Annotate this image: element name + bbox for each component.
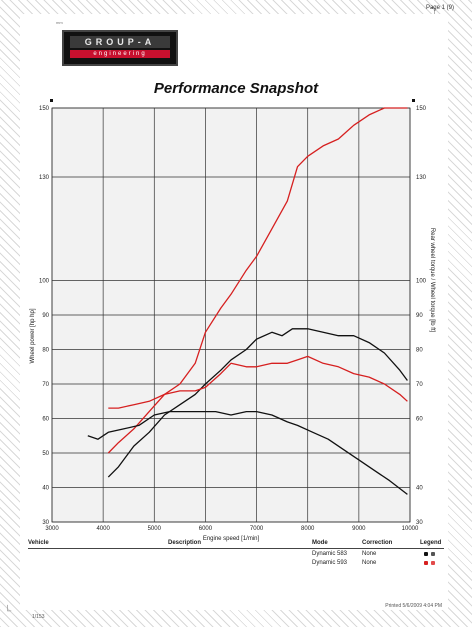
legend-swatch bbox=[424, 561, 428, 565]
y-tick-labels: 30 40 50 60 70 80 90 100 130 150 bbox=[39, 106, 50, 526]
table-divider bbox=[28, 548, 444, 549]
series-line-3 bbox=[108, 355, 408, 409]
series-line-4 bbox=[87, 410, 408, 495]
row-correction: None bbox=[362, 560, 377, 566]
chart-title: Performance Snapshot bbox=[153, 80, 319, 97]
legend-swatch bbox=[431, 561, 435, 565]
x-tick-label: 10000 bbox=[402, 526, 419, 532]
y-tick-label-right: 80 bbox=[416, 348, 423, 354]
printed-timestamp: Printed 5/6/2009 4:04 PM bbox=[385, 603, 442, 609]
y-tick-label-right: 150 bbox=[416, 106, 427, 112]
series-line-2 bbox=[107, 328, 408, 478]
header-vehicle: Vehicle bbox=[28, 540, 49, 546]
logo-wordmark: GROUP-A bbox=[70, 36, 170, 48]
data-series bbox=[87, 107, 408, 495]
footer-code: 1/153 bbox=[32, 614, 45, 620]
corner-bracket-icon: └ bbox=[4, 606, 12, 617]
header-mode: Mode bbox=[312, 540, 328, 546]
y-tick-label: 100 bbox=[39, 279, 50, 285]
y-tick-label-right: 90 bbox=[416, 313, 423, 319]
x-tick-label: 8000 bbox=[301, 526, 315, 532]
y-tick-label: 70 bbox=[42, 382, 49, 388]
x-tick-labels: 3000 4000 5000 6000 7000 8000 9000 10000 bbox=[45, 526, 419, 532]
top-right-marker bbox=[412, 99, 415, 102]
top-left-marker bbox=[50, 99, 53, 102]
logo-subtitle: engineering bbox=[70, 50, 170, 58]
x-tick-label: 3000 bbox=[45, 526, 59, 532]
y-tick-label-right: 30 bbox=[416, 520, 423, 526]
legend-swatch bbox=[431, 552, 435, 556]
y-tick-label-right: 100 bbox=[416, 279, 427, 285]
row-mode: Dynamic 593 bbox=[312, 560, 348, 566]
y-tick-label-right: 60 bbox=[416, 417, 423, 423]
y-tick-label: 150 bbox=[39, 106, 50, 112]
header-description: Description bbox=[168, 540, 202, 546]
x-tick-label: 5000 bbox=[148, 526, 162, 532]
x-tick-label: 6000 bbox=[199, 526, 213, 532]
header-correction: Correction bbox=[362, 540, 393, 546]
y-tick-label: 40 bbox=[42, 486, 49, 492]
y-tick-labels-right: 30 40 60 70 80 90 100 130 150 bbox=[416, 106, 427, 526]
y-tick-label-right: 130 bbox=[416, 175, 427, 181]
x-tick-label: 7000 bbox=[250, 526, 264, 532]
y-tick-label-right: 70 bbox=[416, 382, 423, 388]
y-tick-label: 90 bbox=[42, 313, 49, 319]
y-axis-label: Wheel power [hp hp] bbox=[30, 308, 36, 363]
y-tick-label: 130 bbox=[39, 175, 50, 181]
x-axis-label: Engine speed [1/min] bbox=[203, 536, 260, 542]
series-line-1 bbox=[107, 107, 408, 454]
legend-swatch bbox=[424, 552, 428, 556]
header-legend: Legend bbox=[420, 540, 442, 546]
x-tick-label: 4000 bbox=[96, 526, 110, 532]
y-tick-label: 50 bbox=[42, 451, 49, 457]
row-mode: Dynamic 583 bbox=[312, 551, 348, 557]
y-tick-label: 30 bbox=[42, 520, 49, 526]
row-correction: None bbox=[362, 551, 377, 557]
y-tick-label: 60 bbox=[42, 417, 49, 423]
corner-bracket-icon: ┐ bbox=[430, 3, 438, 14]
brand-note: mm bbox=[56, 20, 63, 25]
y-tick-label: 80 bbox=[42, 348, 49, 354]
y-tick-label-right: 40 bbox=[416, 486, 423, 492]
group-a-logo: GROUP-A engineering bbox=[62, 30, 178, 66]
x-tick-label: 9000 bbox=[352, 526, 366, 532]
chart-grid bbox=[51, 107, 411, 523]
y-axis-label-right: Rear wheel torque / Wheel torque [lb ft] bbox=[429, 228, 435, 333]
page-number: Page 1 (9) bbox=[425, 5, 454, 11]
